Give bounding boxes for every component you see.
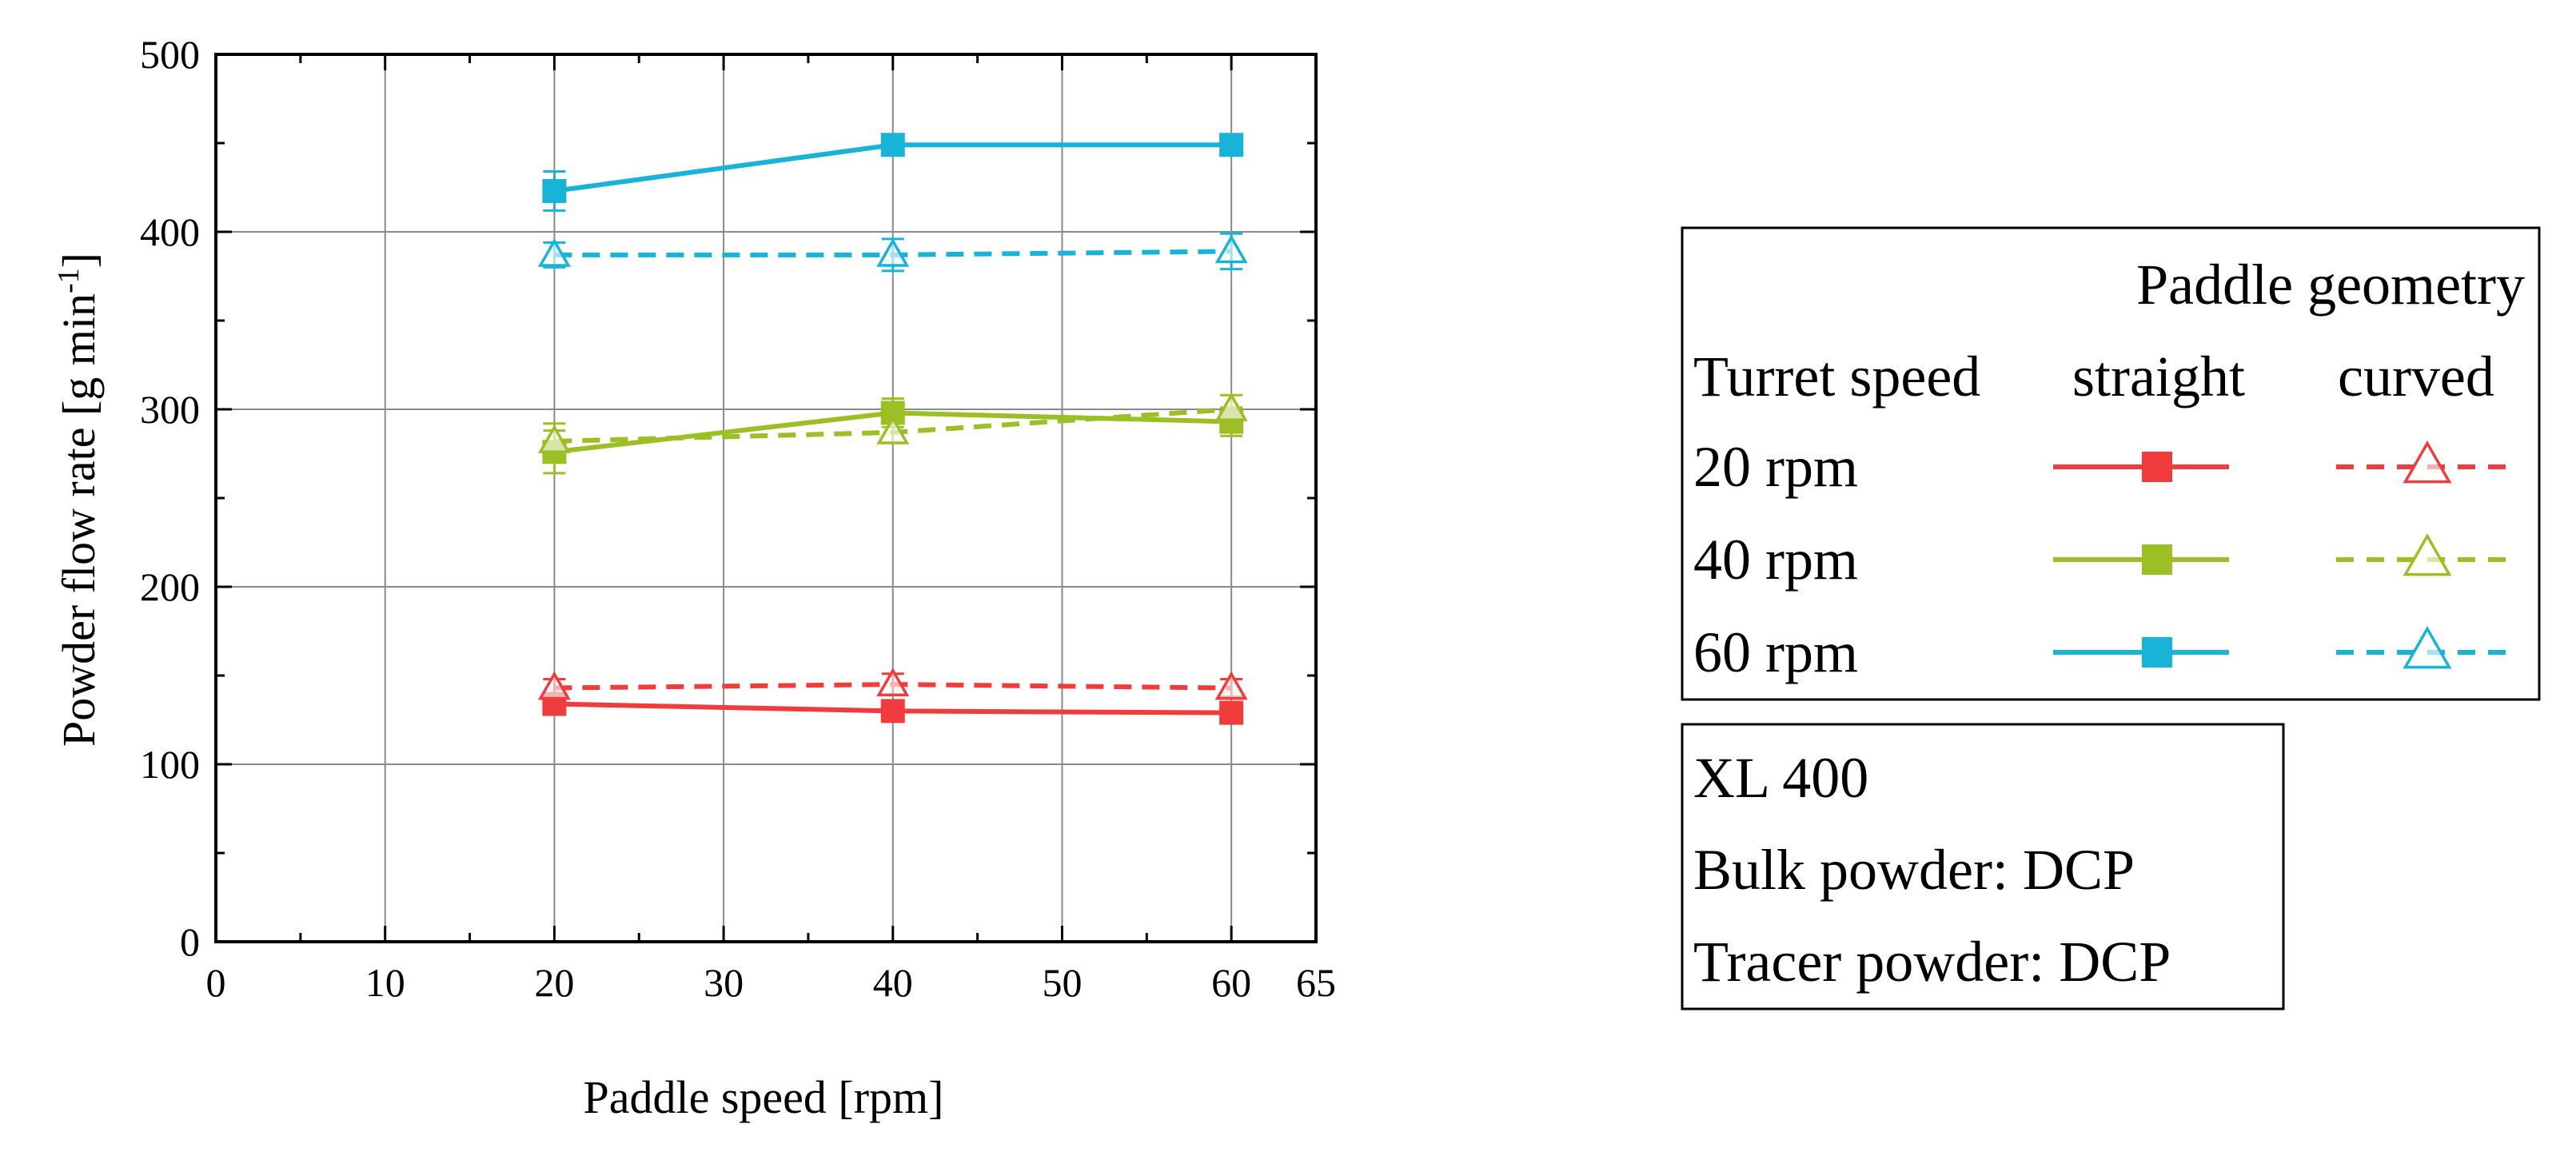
grid-lines — [216, 54, 1316, 942]
y-axis-title-superscript: -1 — [52, 268, 86, 293]
data-point — [1214, 234, 1248, 264]
data-point — [1219, 700, 1244, 725]
x-tick-label: 20 — [534, 960, 574, 1005]
legend-row-label: 60 rpm — [1693, 620, 1858, 684]
legend: Paddle geometry Turret speed straight cu… — [1681, 226, 2541, 701]
data-point — [880, 699, 905, 723]
series-40-rpm-curved — [537, 392, 1248, 460]
legend-marker-straight — [2142, 544, 2172, 575]
legend-frame — [1681, 226, 2541, 701]
y-axis-title-main: Powder flow rate [g min — [53, 293, 105, 747]
series-60-rpm-curved — [537, 232, 1248, 273]
data-point — [880, 133, 905, 157]
tick-labels: 0 10 20 30 40 50 60 65 0 100 200 300 400 500 — [140, 32, 1336, 1005]
annotation-box: XL 400 Bulk powder: DCP Tracer powder: D… — [1681, 723, 2285, 1010]
series-60-rpm-straight — [542, 133, 1244, 212]
legend-row-label: 40 rpm — [1693, 528, 1858, 592]
axes — [214, 53, 1318, 943]
y-tick-label: 300 — [140, 387, 200, 432]
legend-marker-curved — [2403, 625, 2452, 669]
data-point — [542, 178, 567, 203]
y-tick-label: 100 — [140, 742, 200, 787]
legend-swatches — [2053, 440, 2518, 669]
x-tick-label: 50 — [1042, 960, 1082, 1005]
legend-marker-curved — [2403, 440, 2452, 484]
legend-title: Paddle geometry — [2136, 253, 2525, 317]
legend-header-turret: Turret speed — [1693, 345, 1980, 409]
x-tick-label: 60 — [1211, 960, 1251, 1005]
data-point — [537, 424, 571, 453]
data-point — [876, 668, 910, 696]
y-axis-title-close: ] — [53, 253, 105, 268]
x-tick-label: 30 — [704, 960, 744, 1005]
y-tick-label: 400 — [140, 209, 200, 254]
plot-frame — [214, 53, 1318, 943]
data-series — [537, 133, 1248, 725]
data-point — [876, 237, 910, 267]
annotation-line: XL 400 — [1693, 746, 1868, 810]
annotation-line: Tracer powder: DCP — [1693, 930, 2171, 994]
y-tick-label: 500 — [140, 32, 200, 77]
y-axis-title: Powder flow rate [g min-1] — [52, 253, 105, 747]
annotation-line: Bulk powder: DCP — [1693, 838, 2135, 902]
y-tick-label: 200 — [140, 564, 200, 609]
x-axis-title: Paddle speed [rpm] — [584, 1071, 944, 1123]
data-point — [1214, 671, 1248, 700]
x-tick-label: 0 — [206, 960, 226, 1005]
data-point — [1219, 133, 1244, 157]
y-tick-label: 0 — [180, 919, 200, 964]
legend-header-curved: curved — [2338, 345, 2494, 409]
legend-marker-straight — [2142, 637, 2172, 668]
x-tick-label: 65 — [1296, 960, 1336, 1005]
data-point — [876, 415, 910, 444]
x-tick-label: 40 — [873, 960, 913, 1005]
legend-marker-curved — [2403, 532, 2452, 576]
x-tick-label: 10 — [365, 960, 405, 1005]
data-point — [1214, 392, 1248, 421]
data-point — [537, 237, 571, 267]
legend-marker-straight — [2142, 452, 2172, 482]
series-20-rpm-curved — [537, 668, 1248, 700]
legend-header-straight: straight — [2072, 345, 2245, 409]
legend-row-label: 20 rpm — [1693, 435, 1858, 499]
data-point — [537, 671, 571, 700]
annotation-frame — [1681, 723, 2285, 1010]
